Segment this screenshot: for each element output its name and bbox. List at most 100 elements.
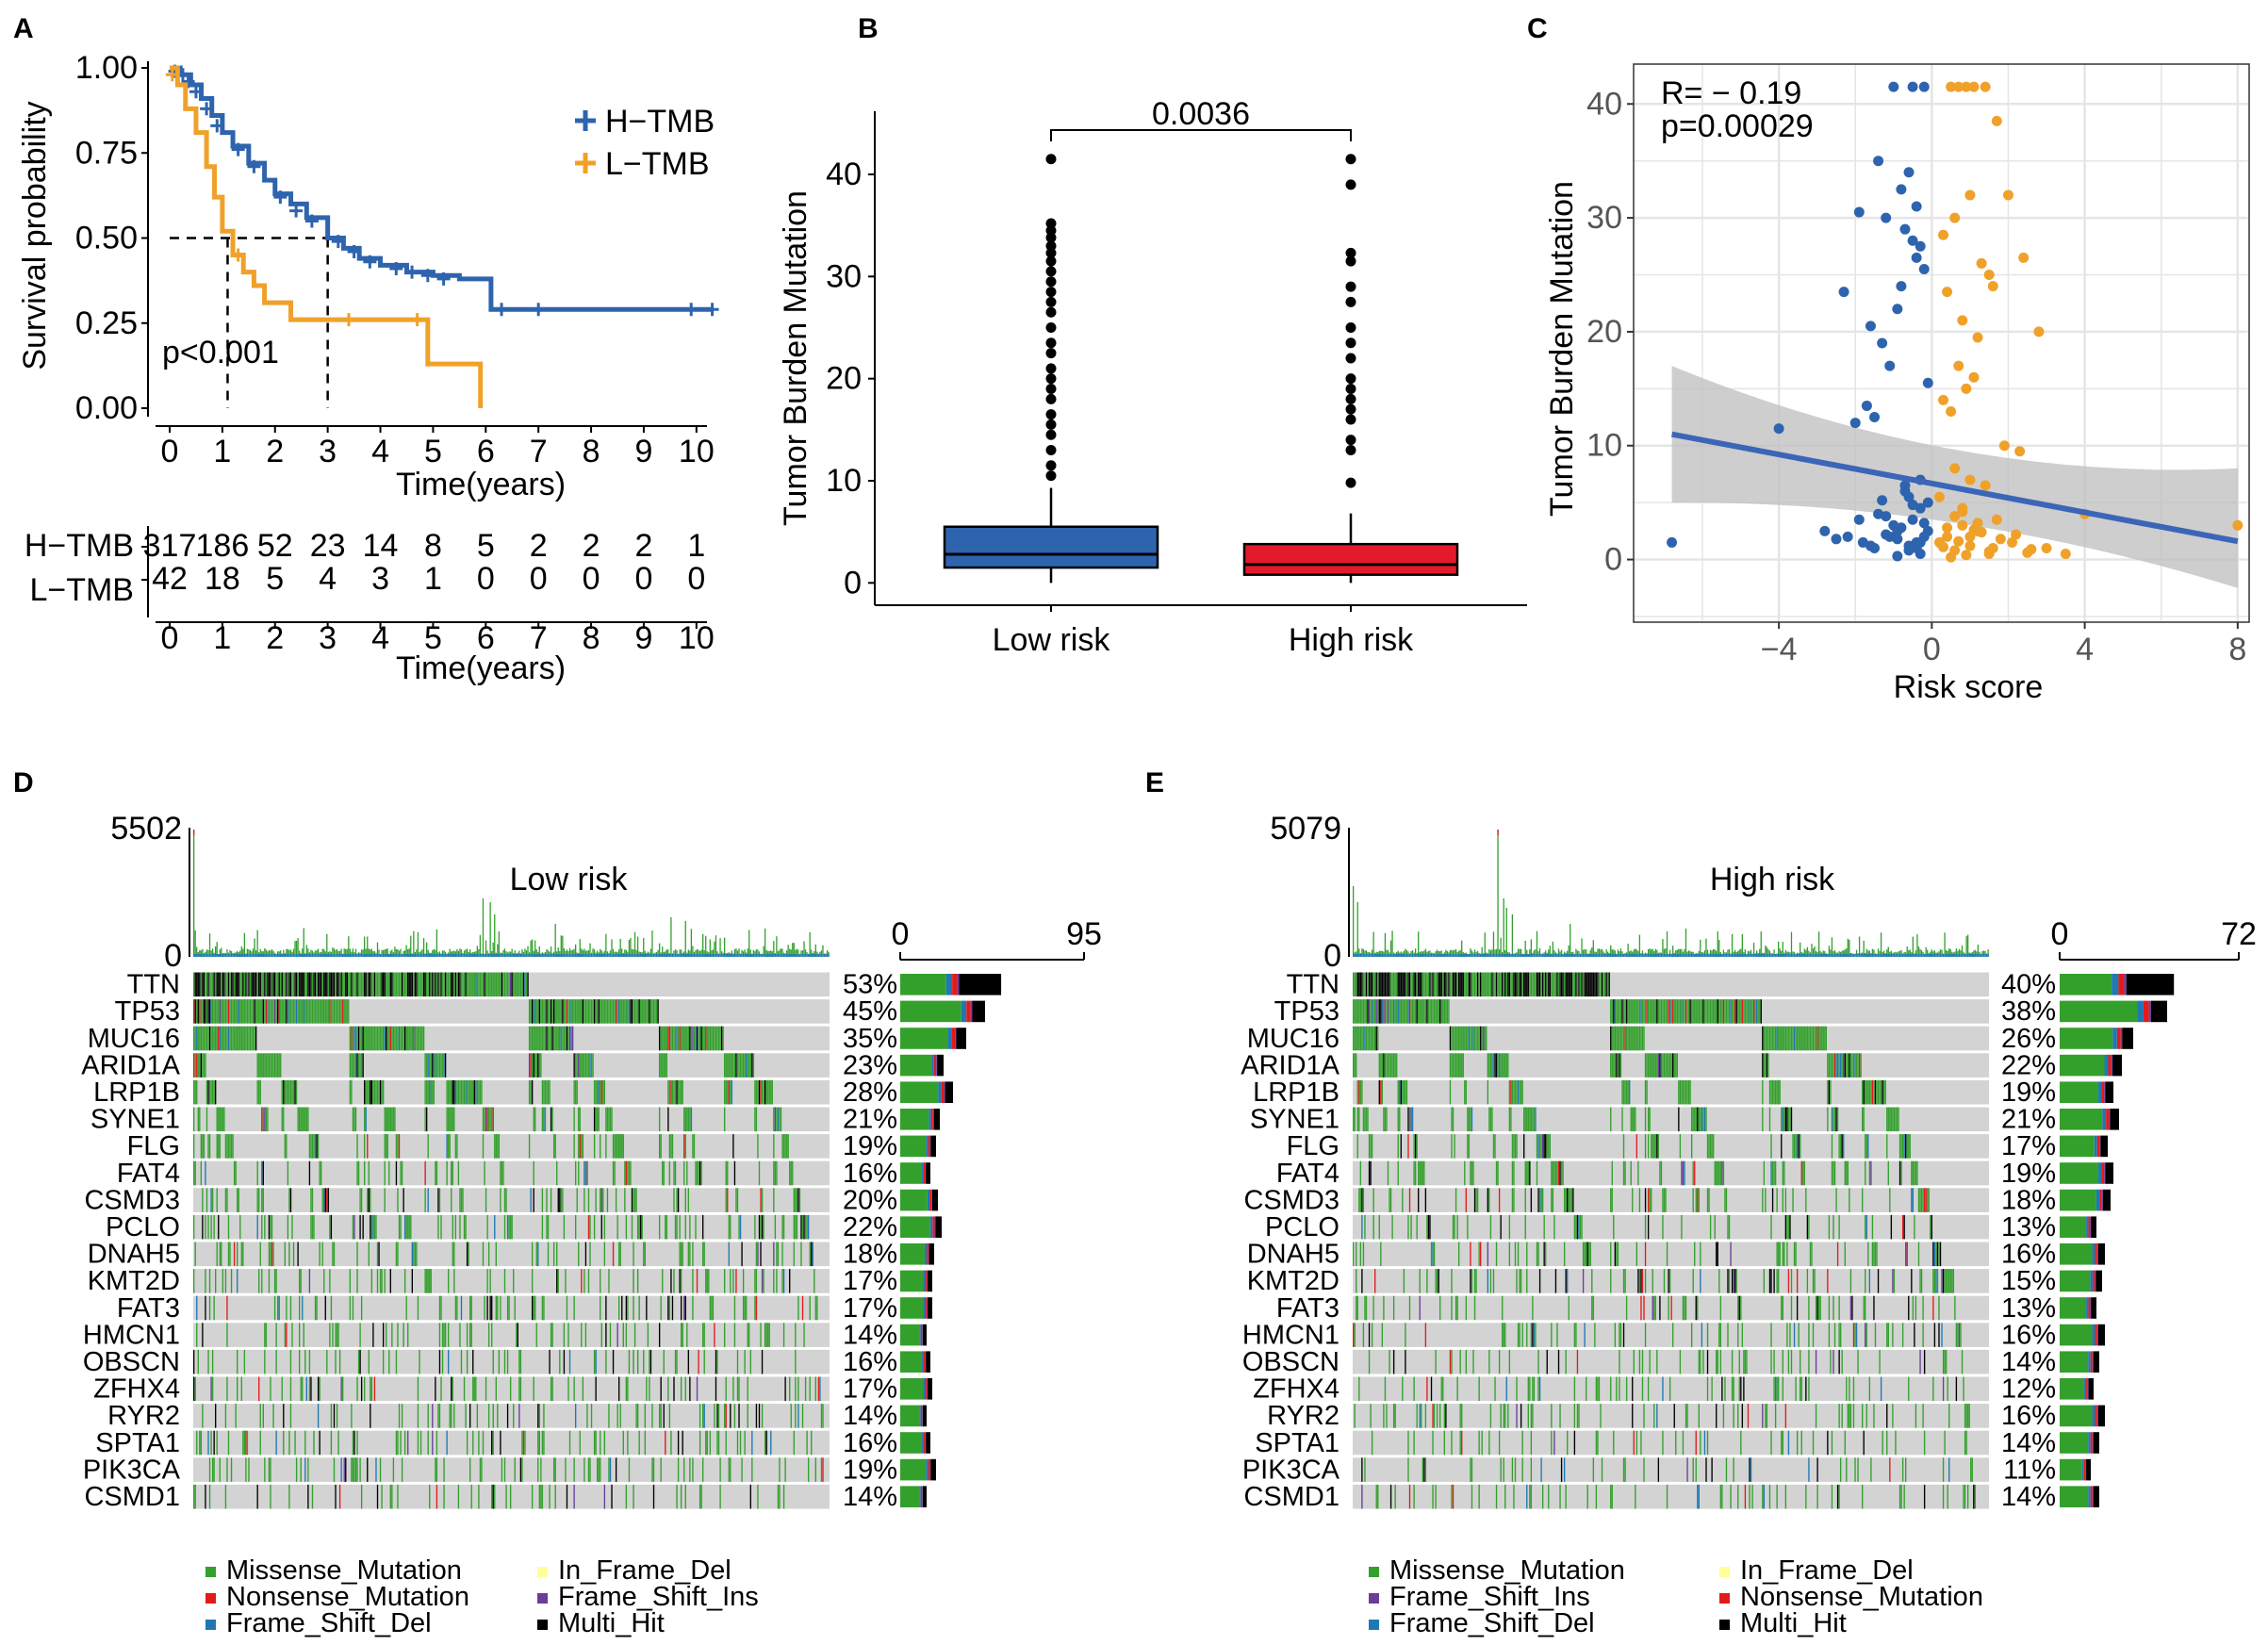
top-bar-segment: [801, 954, 804, 957]
top-bar-segment: [1724, 954, 1726, 957]
mutation-cell: [1359, 1026, 1362, 1051]
mutation-cell: [307, 1484, 309, 1509]
mutation-cell: [543, 1026, 545, 1051]
mutation-cell: [417, 1026, 419, 1051]
mutation-cell: [735, 1188, 737, 1212]
top-bar: [1722, 949, 1725, 957]
mutation-cell: [1679, 999, 1682, 1024]
mutation-cell: [1809, 1026, 1812, 1051]
mutation-cell: [667, 1376, 669, 1402]
mutation-cell: [1452, 972, 1454, 997]
mutation-cell: [673, 1269, 675, 1293]
mutation-cell: [1492, 972, 1495, 997]
top-bar-segment: [584, 954, 587, 957]
outlier-point: [1345, 373, 1356, 385]
mutation-cell: [498, 972, 501, 997]
top-bar-segment: [1641, 954, 1644, 957]
mutation-cell: [356, 1026, 358, 1051]
top-bar-segment: [1414, 954, 1417, 957]
mutation-cell: [425, 1079, 428, 1105]
mutation-cell: [716, 1430, 718, 1456]
mutation-cell: [351, 1404, 353, 1428]
top-bar-segment: [543, 954, 545, 957]
top-bar-segment: [502, 954, 504, 957]
mutation-cell: [663, 1349, 665, 1374]
mutation-cell: [268, 1457, 271, 1482]
mutation-cell: [441, 1053, 444, 1077]
mutation-cell: [351, 1457, 353, 1482]
mutation-cell: [583, 1160, 585, 1186]
mutation-cell: [265, 1107, 268, 1132]
mutation-cell: [560, 999, 563, 1024]
mutation-cell: [531, 1269, 534, 1293]
top-bar-segment: [1746, 954, 1748, 957]
mutation-cell: [1787, 1026, 1790, 1051]
mutation-cell: [419, 1430, 422, 1456]
mutation-cell: [359, 1457, 361, 1482]
mutation-cell: [281, 1079, 283, 1105]
top-bar: [1668, 949, 1671, 957]
mutation-cell: [227, 1026, 230, 1051]
top-bar: [748, 929, 750, 957]
top-bar: [1684, 949, 1685, 957]
top-bar-segment: [1389, 954, 1392, 957]
mutation-cell: [635, 1404, 637, 1428]
mutation-cell: [1424, 972, 1427, 997]
risk-x-label: 6: [477, 620, 495, 656]
top-bar-segment: [411, 954, 413, 957]
top-bar: [667, 949, 669, 957]
mutation-cell: [1629, 1079, 1631, 1105]
top-bar-segment: [1423, 954, 1425, 957]
top-bar-segment: [1625, 954, 1628, 957]
top-bar: [1662, 939, 1664, 957]
top-bar-segment: [272, 954, 274, 957]
mutation-cell: [1451, 1107, 1453, 1132]
mutation-cell: [709, 1295, 712, 1321]
mutation-cell: [649, 999, 652, 1024]
top-bar-segment: [586, 954, 588, 957]
mutation-cell: [543, 1295, 545, 1321]
side-bar-segment: [929, 1243, 934, 1265]
top-bar-segment: [1666, 954, 1668, 957]
mutation-cell: [472, 1430, 474, 1456]
oncoplot-row-bg: [1353, 1079, 1989, 1105]
mutation-cell: [540, 1457, 542, 1482]
top-bar: [1981, 950, 1983, 957]
mutation-cell: [1573, 972, 1576, 997]
risk-count: 5: [477, 528, 495, 564]
top-bar-segment: [719, 954, 721, 957]
top-bar-segment: [709, 954, 711, 957]
correlation-r: R= − 0.19: [1661, 75, 1801, 111]
mutation-cell: [1816, 1026, 1818, 1051]
top-bar: [793, 943, 795, 957]
top-bar-segment: [1651, 954, 1652, 957]
mutation-cell: [1365, 1107, 1368, 1132]
mutation-cell: [319, 972, 320, 997]
mutation-cell: [314, 972, 317, 997]
mutation-cell: [1880, 1079, 1882, 1105]
mutation-cell: [1654, 999, 1656, 1024]
mutation-cell: [1652, 1053, 1653, 1077]
mutation-cell: [441, 1349, 444, 1374]
mutation-cell: [1451, 972, 1453, 997]
mutation-cell: [288, 1079, 290, 1105]
top-bar-segment: [1570, 954, 1572, 957]
top-bar: [1557, 948, 1560, 957]
mutation-cell: [1457, 1026, 1460, 1051]
top-bar: [1768, 950, 1771, 957]
top-bar: [562, 935, 564, 957]
mutation-cell: [1359, 1079, 1362, 1105]
top-bar-segment: [1908, 954, 1910, 957]
mutation-cell: [598, 1079, 600, 1105]
mutation-cell: [1527, 1107, 1529, 1132]
mutation-cell: [1507, 1053, 1509, 1077]
mutation-cell: [210, 1430, 212, 1456]
mutation-cell: [500, 1295, 501, 1321]
mutation-cell: [1673, 1053, 1675, 1077]
mutation-cell: [727, 1160, 729, 1186]
mutation-cell: [381, 972, 383, 997]
mutation-cell: [1814, 1026, 1816, 1051]
mutation-cell: [1461, 972, 1463, 997]
mutation-cell: [1436, 999, 1438, 1024]
top-bar-segment: [487, 954, 490, 957]
